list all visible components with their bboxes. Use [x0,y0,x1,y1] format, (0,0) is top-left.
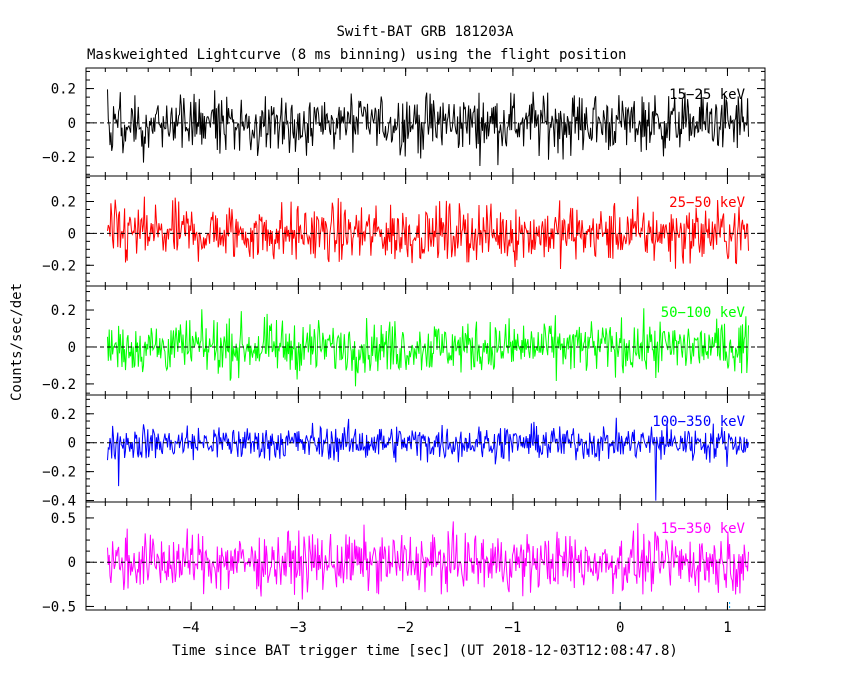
chart-title: Swift-BAT GRB 181203A [336,24,514,40]
panel-label: 25−50 keV [669,195,745,211]
x-tick-label: 1 [723,620,731,636]
panel-label: 15−25 keV [669,87,745,103]
x-tick-label: 0 [616,620,624,636]
series-line-2 [107,196,749,270]
y-tick-label: 0 [68,226,76,242]
y-tick-label: 0 [68,436,76,452]
y-tick-label: −0.5 [42,599,76,615]
y-axis-label: Counts/sec/det [9,283,25,401]
y-tick-label: 0.2 [51,195,76,211]
panel-1: 0.2 0 −0.2 15−25 keV [42,67,766,177]
y-tick-label: −0.2 [42,150,76,166]
series-line-3 [107,308,749,387]
y-tick-label: 0.2 [51,303,76,319]
y-tick-label: −0.2 [42,377,76,393]
panel-stack: 0.2 0 −0.2 15−25 keV 0.2 0 −0.2 25−50 keV 0.2 0 −0… [42,67,766,636]
panel-2: 0.2 0 −0.2 25−50 keV [42,175,766,287]
y-tick-label: −0.2 [42,258,76,274]
panel-frame [85,501,766,611]
panel-label: 100−350 keV [652,414,745,430]
y-tick-label: 0 [68,116,76,132]
y-tick-label: 0.5 [51,511,76,527]
series-line-5 [107,521,749,600]
panel-frame [85,285,766,396]
chart-subtitle: Maskweighted Lightcurve (8 ms binning) u… [87,47,626,63]
x-tick-label: −1 [504,620,521,636]
x-tick-label: −3 [290,620,307,636]
panel-label: 50−100 keV [661,305,746,321]
y-tick-label: 0.2 [51,82,76,98]
y-tick-label: 0.2 [51,407,76,423]
y-tick-label: 0 [68,340,76,356]
series-line-4 [107,417,749,501]
panel-4: 0.2 0 −0.2 −0.4 100−350 keV [42,394,766,510]
x-tick-label: −4 [183,620,200,636]
series-line-1 [107,89,749,167]
panel-label: 15−350 keV [661,521,746,537]
y-tick-label: −0.2 [42,465,76,481]
x-axis-label: Time since BAT trigger time [sec] (UT 20… [172,643,678,659]
y-tick-label: 0 [68,555,76,571]
x-tick-label: −2 [397,620,414,636]
y-tick-label: −0.4 [42,494,76,510]
panel-3: 0.2 0 −0.2 50−100 keV [42,285,766,396]
panel-5: 0.5 0 −0.5 15−350 keV [42,501,766,615]
